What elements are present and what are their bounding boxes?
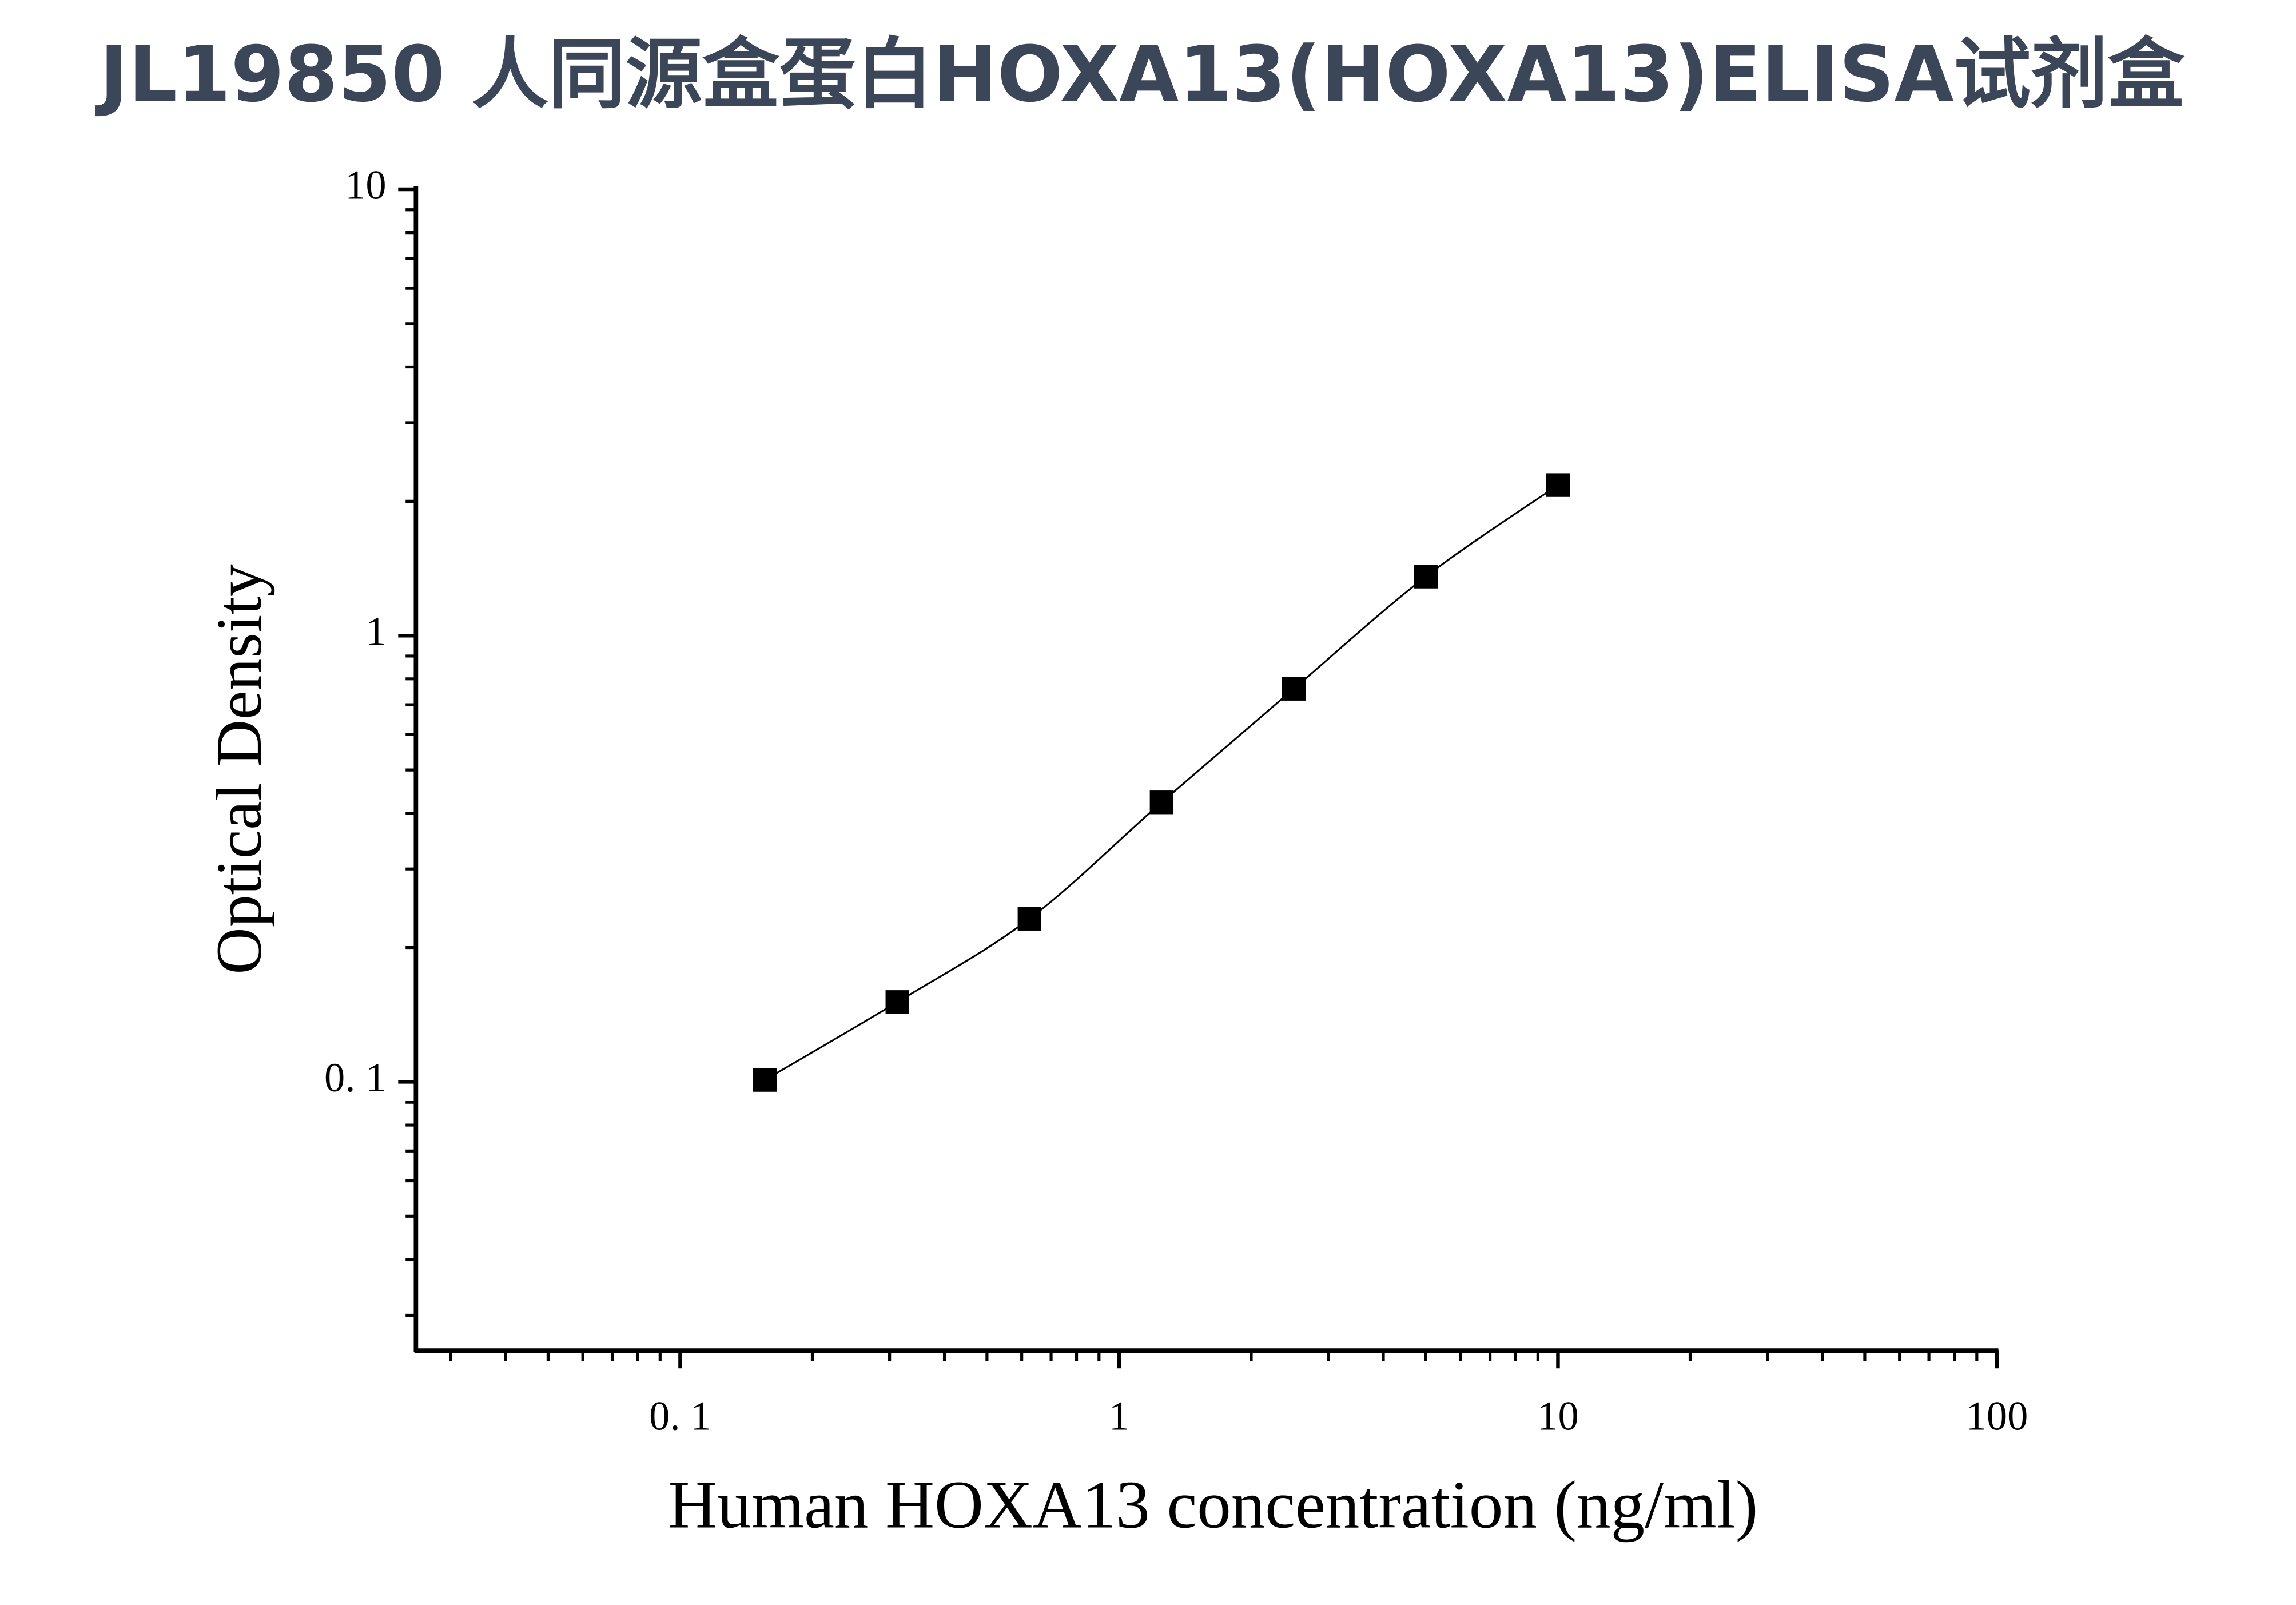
y-axis-label: Optical Density: [203, 564, 275, 974]
chart-title: JL19850 人同源盒蛋白HOXA13(HOXA13)ELISA试剂盒: [95, 29, 2184, 119]
x-axis-label: Human HOXA13 concentration (ng/ml): [668, 1467, 1758, 1542]
x-tick-label: 10: [1537, 1392, 1578, 1439]
x-tick-label: 1: [1109, 1392, 1129, 1439]
data-point: [885, 990, 909, 1014]
y-tick-label: 10: [345, 162, 386, 208]
y-tick-label: 1: [365, 608, 386, 654]
data-point: [753, 1068, 777, 1092]
data-point: [1282, 677, 1306, 701]
y-tick-label: 0. 1: [324, 1054, 387, 1101]
data-point: [1414, 565, 1438, 589]
data-point: [1149, 790, 1174, 815]
x-tick-label: 100: [1966, 1392, 2028, 1439]
data-point: [1017, 907, 1041, 931]
data-point: [1546, 473, 1570, 497]
x-tick-label: 0. 1: [649, 1392, 711, 1439]
